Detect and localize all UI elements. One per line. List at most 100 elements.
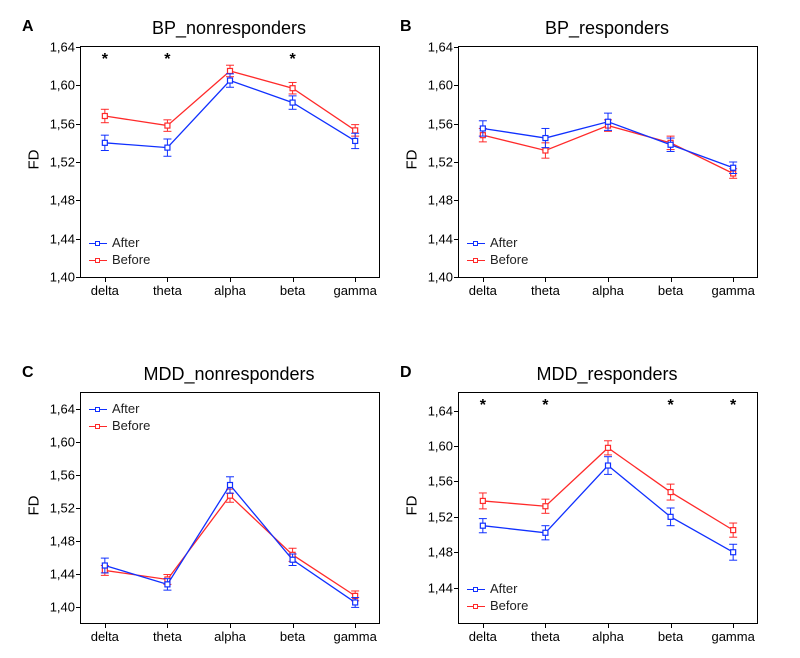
xtick-mark — [483, 623, 484, 628]
xtick-label: gamma — [333, 629, 376, 644]
significance-star: * — [289, 51, 295, 69]
panel-B: BBP_responders1,401,441,481,521,561,601,… — [458, 46, 756, 276]
legend-after-label: After — [490, 235, 517, 251]
xtick-mark — [355, 277, 356, 282]
ytick-label: 1,56 — [50, 468, 75, 483]
significance-star: * — [730, 397, 736, 415]
legend-after-line-icon — [467, 589, 485, 590]
legend-after-line-icon — [89, 409, 107, 410]
ytick-label: 1,44 — [428, 580, 453, 595]
panel-title: BP_nonresponders — [152, 18, 306, 39]
ytick-label: 1,64 — [50, 40, 75, 55]
marker-after — [543, 530, 548, 535]
marker-before — [290, 86, 295, 91]
ytick-label: 1,52 — [428, 155, 453, 170]
significance-star: * — [102, 51, 108, 69]
legend-before-marker-icon — [95, 258, 100, 263]
legend-before-label: Before — [112, 418, 150, 434]
xtick-label: gamma — [711, 283, 754, 298]
xtick-mark — [167, 623, 168, 628]
xtick-mark — [355, 623, 356, 628]
legend-before-label: Before — [112, 252, 150, 268]
marker-before — [543, 504, 548, 509]
significance-star: * — [480, 397, 486, 415]
ytick-label: 1,56 — [50, 116, 75, 131]
legend-after-label: After — [112, 235, 139, 251]
marker-after — [668, 142, 673, 147]
marker-after — [290, 557, 295, 562]
xtick-mark — [733, 277, 734, 282]
legend-before-line-icon — [467, 606, 485, 607]
xtick-label: theta — [531, 629, 560, 644]
significance-star: * — [667, 397, 673, 415]
marker-before — [228, 493, 233, 498]
ytick-label: 1,64 — [428, 403, 453, 418]
ytick-mark — [454, 277, 459, 278]
ytick-label: 1,44 — [50, 231, 75, 246]
plot-area: 1,401,441,481,521,561,601,64deltathetaal… — [80, 392, 380, 624]
ytick-label: 1,56 — [428, 116, 453, 131]
ytick-mark — [76, 277, 81, 278]
marker-before — [102, 114, 107, 119]
legend-after-line-icon — [89, 243, 107, 244]
marker-after — [731, 550, 736, 555]
xtick-mark — [733, 623, 734, 628]
panel-title: MDD_responders — [536, 364, 677, 385]
y-axis-label: FD — [26, 150, 43, 170]
significance-star: * — [542, 397, 548, 415]
panel-label: A — [22, 18, 34, 36]
legend-after-marker-icon — [473, 587, 478, 592]
ytick-label: 1,40 — [428, 270, 453, 285]
marker-before — [731, 528, 736, 533]
xtick-mark — [167, 277, 168, 282]
xtick-label: beta — [280, 283, 305, 298]
legend-before: Before — [89, 418, 150, 434]
marker-before — [228, 68, 233, 73]
legend: AfterBefore — [89, 401, 150, 435]
xtick-mark — [608, 623, 609, 628]
ytick-label: 1,52 — [50, 501, 75, 516]
xtick-label: theta — [153, 283, 182, 298]
xtick-mark — [483, 277, 484, 282]
marker-after — [165, 582, 170, 587]
xtick-label: alpha — [214, 629, 246, 644]
legend-before-line-icon — [467, 260, 485, 261]
panel-label: B — [400, 18, 412, 36]
legend: AfterBefore — [467, 581, 528, 615]
legend-after: After — [467, 581, 528, 597]
xtick-mark — [230, 277, 231, 282]
ytick-label: 1,60 — [428, 78, 453, 93]
xtick-label: theta — [153, 629, 182, 644]
legend-before: Before — [467, 252, 528, 268]
xtick-label: alpha — [592, 629, 624, 644]
marker-after — [353, 138, 358, 143]
panel-title: BP_responders — [545, 18, 669, 39]
ytick-label: 1,48 — [50, 533, 75, 548]
xtick-mark — [671, 623, 672, 628]
series-line-after — [483, 466, 733, 553]
marker-before — [606, 445, 611, 450]
marker-after — [290, 100, 295, 105]
ytick-label: 1,48 — [50, 193, 75, 208]
xtick-label: theta — [531, 283, 560, 298]
ytick-label: 1,48 — [428, 193, 453, 208]
ytick-label: 1,52 — [428, 509, 453, 524]
panel-D: DMDD_responders1,441,481,521,561,601,64d… — [458, 392, 756, 622]
xtick-label: beta — [658, 629, 683, 644]
xtick-mark — [608, 277, 609, 282]
legend-before-marker-icon — [473, 258, 478, 263]
xtick-label: beta — [658, 283, 683, 298]
xtick-mark — [545, 623, 546, 628]
xtick-label: gamma — [333, 283, 376, 298]
significance-star: * — [164, 51, 170, 69]
ytick-label: 1,44 — [428, 231, 453, 246]
marker-before — [480, 498, 485, 503]
marker-after — [165, 145, 170, 150]
marker-after — [480, 126, 485, 131]
xtick-mark — [671, 277, 672, 282]
xtick-label: delta — [91, 283, 119, 298]
marker-before — [165, 123, 170, 128]
series-line-before — [105, 496, 355, 596]
legend-before-line-icon — [89, 426, 107, 427]
xtick-mark — [230, 623, 231, 628]
